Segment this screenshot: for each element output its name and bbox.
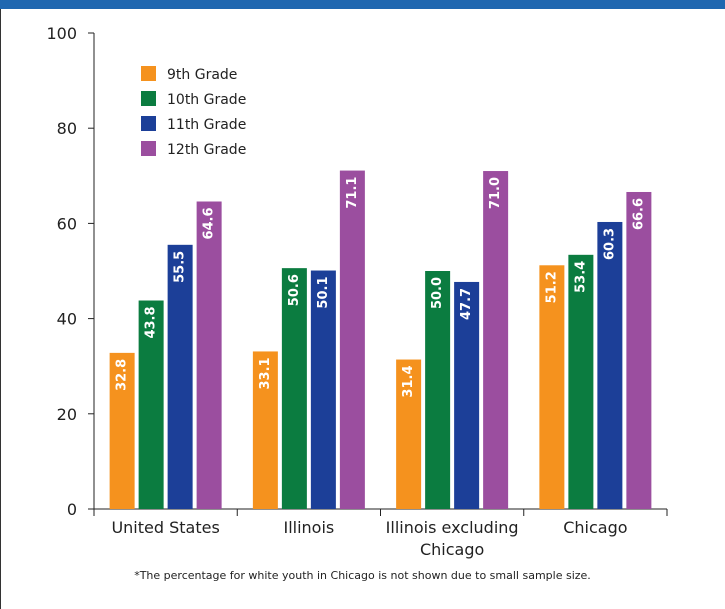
footnote: *The percentage for white youth in Chica… bbox=[134, 569, 591, 582]
bar bbox=[597, 221, 623, 510]
frame-border bbox=[0, 9, 1, 609]
bar bbox=[626, 191, 652, 509]
bar bbox=[339, 170, 365, 509]
y-tick-label: 60 bbox=[57, 214, 77, 233]
y-tick-label: 80 bbox=[57, 119, 77, 138]
header-bar bbox=[0, 0, 725, 9]
bar-data-label: 43.8 bbox=[144, 306, 159, 338]
x-category-label: United States bbox=[111, 518, 219, 537]
bar-data-label: 66.6 bbox=[631, 198, 646, 230]
bar-data-label: 47.7 bbox=[459, 288, 474, 320]
bar-data-label: 50.1 bbox=[316, 276, 331, 308]
legend-label: 12th Grade bbox=[167, 142, 246, 158]
legend-swatch bbox=[141, 116, 156, 131]
bar-data-label: 60.3 bbox=[602, 228, 617, 260]
bar bbox=[310, 270, 336, 509]
bar-data-label: 51.2 bbox=[544, 271, 559, 303]
bar bbox=[138, 300, 164, 509]
bar bbox=[196, 201, 222, 509]
bar bbox=[396, 359, 422, 509]
bar bbox=[454, 281, 480, 509]
x-category-label: Illinois excluding bbox=[386, 518, 519, 537]
bar bbox=[425, 271, 451, 509]
bar-data-label: 50.0 bbox=[430, 277, 445, 309]
x-category-label: Illinois bbox=[283, 518, 334, 537]
bar bbox=[539, 265, 565, 509]
legend-swatch bbox=[141, 91, 156, 106]
bar-data-label: 32.8 bbox=[115, 359, 130, 391]
legend-label: 11th Grade bbox=[167, 117, 246, 133]
legend-swatch bbox=[141, 141, 156, 156]
bar-data-label: 33.1 bbox=[258, 357, 273, 389]
x-category-label: Chicago bbox=[420, 540, 484, 559]
legend-label: 10th Grade bbox=[167, 92, 246, 108]
y-tick-label: 100 bbox=[46, 24, 77, 43]
bar-data-label: 71.1 bbox=[345, 177, 360, 209]
bar bbox=[109, 352, 135, 509]
bar bbox=[281, 268, 307, 509]
bar-data-label: 64.6 bbox=[202, 207, 217, 239]
y-tick-label: 40 bbox=[57, 310, 77, 329]
legend-label: 9th Grade bbox=[167, 67, 237, 83]
bar bbox=[252, 351, 278, 509]
bar-data-label: 53.4 bbox=[573, 261, 588, 293]
x-category-label: Chicago bbox=[563, 518, 627, 537]
y-tick-label: 0 bbox=[67, 500, 77, 519]
bar-data-label: 71.0 bbox=[488, 177, 503, 209]
y-tick-label: 20 bbox=[57, 405, 77, 424]
bar-data-label: 55.5 bbox=[173, 251, 188, 283]
bar bbox=[483, 171, 509, 510]
bar-data-label: 50.6 bbox=[287, 274, 302, 306]
bar bbox=[167, 244, 193, 509]
bar-data-label: 31.4 bbox=[401, 365, 416, 397]
legend-swatch bbox=[141, 66, 156, 81]
bar bbox=[568, 254, 594, 509]
